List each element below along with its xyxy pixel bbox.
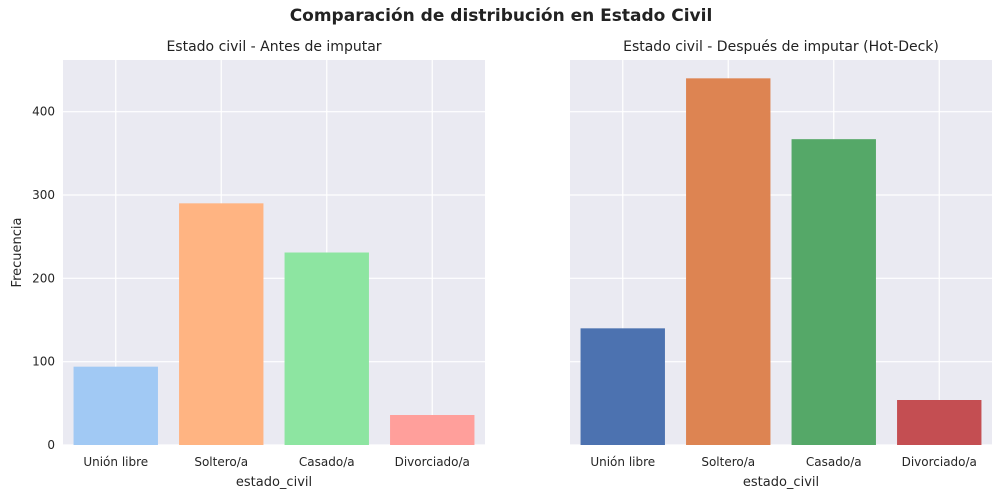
x-axis-label: estado_civil <box>236 475 312 490</box>
x-tick-label: Unión libre <box>590 455 655 469</box>
y-tick-label: 200 <box>32 271 55 285</box>
x-tick-label: Divorciado/a <box>902 455 977 469</box>
bar-soltero-a <box>179 203 264 445</box>
x-tick-label: Soltero/a <box>701 455 755 469</box>
bar-casado-a <box>284 252 369 445</box>
x-tick-label: Casado/a <box>299 455 355 469</box>
y-tick-label: 400 <box>32 105 55 119</box>
subplot-title: Estado civil - Después de imputar (Hot-D… <box>623 39 939 55</box>
x-axis-label: estado_civil <box>743 475 819 490</box>
chart-panel-right: Unión libre Soltero/a Casado/a Divorciado/a… <box>570 39 992 490</box>
subplot-title: Estado civil - Antes de imputar <box>166 39 381 55</box>
x-tick-label: Soltero/a <box>194 455 248 469</box>
bar-divorciado-a <box>390 415 475 445</box>
y-axis-label: Frecuencia <box>10 218 25 288</box>
bar-uni-n-libre <box>73 366 158 445</box>
y-tick-label: 100 <box>32 355 55 369</box>
x-tick-label: Divorciado/a <box>395 455 470 469</box>
bar-soltero-a <box>686 78 771 445</box>
y-tick-label: 0 <box>47 438 55 452</box>
bar-divorciado-a <box>897 400 982 445</box>
y-tick-label: 300 <box>32 188 55 202</box>
x-tick-label: Unión libre <box>83 455 148 469</box>
bar-uni-n-libre <box>580 328 665 445</box>
chart-panel-left: 0 100 200 300 400 Unión libre Soltero/a Casado/… <box>10 39 485 490</box>
bar-casado-a <box>791 139 876 445</box>
x-tick-label: Casado/a <box>806 455 862 469</box>
figure-title: Comparación de distribución en Estado Ci… <box>289 6 713 26</box>
